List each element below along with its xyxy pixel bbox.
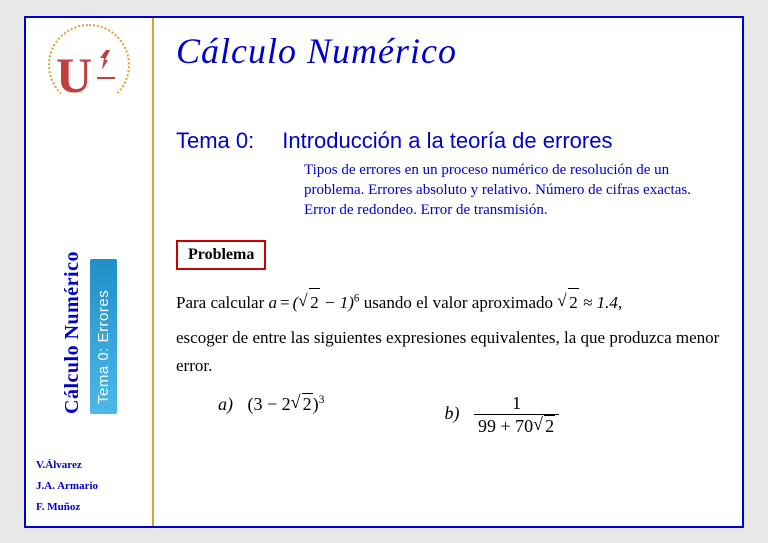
sqrt-arg: 2 xyxy=(309,288,320,316)
tema-number: Tema 0: xyxy=(176,128,254,154)
option-a: a) (3 − 22)3 xyxy=(218,393,325,436)
text-pre: Para calcular xyxy=(176,293,269,312)
logo-figure-icon xyxy=(94,48,118,80)
page-title: Cálculo Numérico xyxy=(176,30,720,72)
tema-description: Tipos de errores en un proceso numérico … xyxy=(304,160,692,221)
option-a-exp: 3 xyxy=(319,393,325,406)
approx-value: 1.4, xyxy=(597,293,623,312)
author-1: V.Álvarez xyxy=(36,455,98,476)
author-3: F. Muñoz xyxy=(36,497,98,518)
problem-statement-line1: Para calcular a=(2 − 1)6 usando el valor… xyxy=(176,288,720,316)
var-a: a xyxy=(269,293,278,312)
authors-list: V.Álvarez J.A. Armario F. Muñoz xyxy=(36,455,98,518)
option-b-label: b) xyxy=(445,403,460,423)
logo-letter: U xyxy=(56,50,92,100)
slide-page: U Cálculo Numérico Tema 0: Errores V.Álv… xyxy=(24,16,744,528)
option-b: b) 1 99 + 70 2 xyxy=(445,393,560,436)
approx-expr: 2 ≈ 1.4, xyxy=(557,293,622,312)
options-row: a) (3 − 22)3 b) 1 99 + 702 xyxy=(218,393,720,436)
fraction-numerator: 1 xyxy=(508,393,525,414)
sqrt-icon: 2 xyxy=(298,288,320,316)
sqrt-arg: 2 xyxy=(568,288,579,316)
formula-a: a=(2 − 1)6 xyxy=(269,293,364,312)
option-a-open: (3 − 2 xyxy=(248,394,291,414)
sidebar: U Cálculo Numérico Tema 0: Errores V.Álv… xyxy=(26,18,154,526)
sqrt-icon: 2 xyxy=(291,393,313,415)
text-mid: usando el valor aproximado xyxy=(364,293,558,312)
sqrt-icon: 2 xyxy=(533,415,555,437)
fraction-denominator: 99 + 70 2 xyxy=(474,414,559,437)
option-a-expr: (3 − 22)3 xyxy=(248,394,325,414)
problema-box: Problema xyxy=(176,240,266,270)
university-logo: U xyxy=(48,24,130,106)
sqrt-arg: 2 xyxy=(544,415,555,437)
minus-one: − 1) xyxy=(320,293,354,312)
tema-title: Introducción a la teoría de errores xyxy=(282,128,612,154)
tema-heading: Tema 0: Introducción a la teoría de erro… xyxy=(176,128,720,154)
topic-label-vertical: Tema 0: Errores xyxy=(90,259,117,414)
option-b-fraction: 1 99 + 70 2 xyxy=(474,393,559,436)
exponent-6: 6 xyxy=(354,293,360,305)
sqrt-icon: 2 xyxy=(557,288,579,316)
problem-statement-line2: escoger de entre las siguientes expresio… xyxy=(176,324,720,378)
author-2: J.A. Armario xyxy=(36,476,98,497)
main-content: Cálculo Numérico Tema 0: Introducción a … xyxy=(154,18,742,526)
den-prefix: 99 + 70 xyxy=(478,416,533,436)
vertical-labels: Cálculo Numérico Tema 0: Errores xyxy=(61,134,117,414)
sqrt-arg: 2 xyxy=(302,393,313,415)
course-label-vertical: Cálculo Numérico xyxy=(61,251,84,414)
option-a-label: a) xyxy=(218,394,233,414)
approx-symbol: ≈ xyxy=(579,293,597,312)
